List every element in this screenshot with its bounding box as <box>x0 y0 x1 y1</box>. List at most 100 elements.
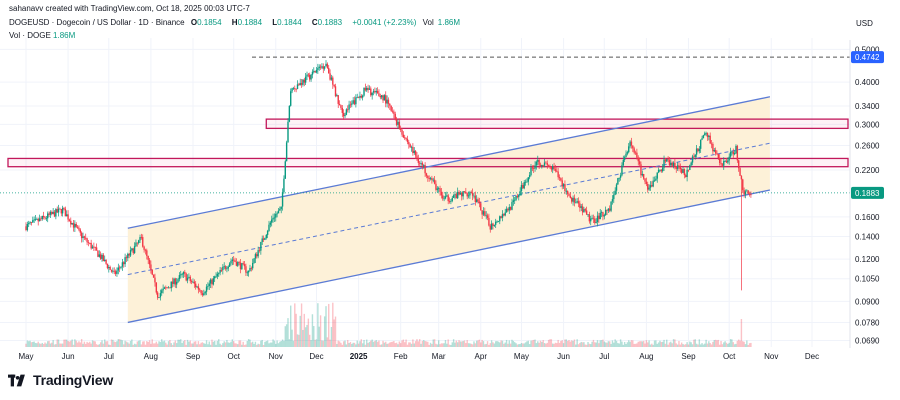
volume-bar <box>739 340 741 347</box>
candle-body <box>652 180 654 187</box>
candle-body <box>258 250 261 251</box>
candle-body <box>727 160 729 163</box>
volume-bar <box>591 341 593 347</box>
volume-bar <box>136 341 139 347</box>
price-tick-label: 0.1400 <box>855 232 880 241</box>
candle-body <box>477 199 479 202</box>
volume-bar <box>623 341 626 347</box>
volume-bar <box>129 340 132 347</box>
volume-bar <box>406 344 409 347</box>
candle-body <box>547 165 550 167</box>
volume-bar <box>397 344 399 347</box>
candle-body <box>385 95 387 104</box>
volume-bar <box>281 339 284 347</box>
candle-body <box>57 208 60 213</box>
tradingview-logo-icon <box>8 374 25 386</box>
volume-bar <box>427 341 429 347</box>
volume-bar <box>652 344 654 347</box>
candle-body <box>535 161 538 166</box>
volume-bar <box>345 344 348 347</box>
candle-body <box>439 188 441 192</box>
volume-bar <box>431 343 433 347</box>
candle-body <box>113 270 115 272</box>
candle-body <box>194 283 197 288</box>
volume-bar <box>125 341 128 347</box>
volume-bar <box>380 344 383 347</box>
candle-body <box>204 291 206 294</box>
volume-bar <box>300 303 303 347</box>
candle-body <box>739 168 741 176</box>
volume-bar <box>436 344 439 347</box>
candle-body <box>338 103 341 106</box>
candle-body <box>481 210 483 215</box>
candle-body <box>699 139 702 149</box>
channel-fill <box>127 96 770 323</box>
candle-body <box>405 137 407 139</box>
volume-bar <box>158 341 160 347</box>
candle-body <box>123 262 125 265</box>
volume-bar <box>356 340 358 347</box>
candle-body <box>28 223 30 225</box>
candle-body <box>25 226 27 231</box>
volume-bar <box>357 343 360 347</box>
volume-legend[interactable]: Vol · DOGE 1.86M <box>9 31 76 40</box>
candle-body <box>182 271 185 275</box>
volume-bar <box>101 340 103 347</box>
volume-bar <box>181 343 183 347</box>
volume-bar <box>609 341 611 347</box>
candle-body <box>543 162 546 166</box>
candle-body <box>604 209 607 216</box>
candle-body <box>287 121 289 143</box>
candle-body <box>300 82 303 85</box>
candle-body <box>366 87 368 91</box>
candle-body <box>117 267 120 271</box>
candle-body <box>390 105 392 111</box>
volume-bar <box>698 339 701 347</box>
time-tick-label: May <box>514 352 529 361</box>
volume-bar <box>184 340 186 347</box>
volume-bar <box>56 339 58 347</box>
candle-body <box>213 276 216 279</box>
candle-body <box>71 222 73 225</box>
candle-body <box>353 100 356 105</box>
candle-body <box>51 212 53 214</box>
candle-body <box>737 160 740 169</box>
volume-bar <box>269 342 272 347</box>
volume-bar <box>93 340 95 347</box>
volume-bar <box>165 342 167 347</box>
candle-body <box>241 263 243 270</box>
candle-body <box>501 214 504 218</box>
volume-bar <box>538 342 540 347</box>
volume-bar <box>57 339 60 347</box>
volume-bar <box>482 341 485 347</box>
volume-bar <box>174 340 177 347</box>
candle-body <box>587 214 589 216</box>
volume-bar <box>237 344 239 347</box>
volume-bar <box>682 344 684 347</box>
price-tick-label: 0.3400 <box>855 102 880 111</box>
volume-bar <box>604 342 607 347</box>
candle-body <box>325 63 327 67</box>
candle-body <box>302 79 304 85</box>
candle-body <box>171 281 174 284</box>
candle-body <box>211 279 213 285</box>
candle-body <box>368 88 371 90</box>
candle-body <box>689 165 691 170</box>
volume-bar <box>106 341 109 347</box>
candle-body <box>656 172 658 179</box>
tradingview-logo[interactable]: TradingView <box>8 372 113 388</box>
volume-bar <box>717 339 720 347</box>
volume-bar <box>336 343 338 347</box>
candle-body <box>634 152 637 154</box>
volume-bar <box>439 344 441 347</box>
candle-body <box>508 206 510 211</box>
candle-body <box>724 160 726 162</box>
volume-bar <box>606 342 608 347</box>
candle-body <box>576 201 578 203</box>
candle-body <box>231 259 234 262</box>
symbol-description[interactable]: DOGEUSD · Dogecoin / US Dollar · 1D · Bi… <box>9 18 185 27</box>
volume-bar <box>82 343 84 347</box>
candle-body <box>568 193 570 196</box>
candle-body <box>380 95 383 98</box>
